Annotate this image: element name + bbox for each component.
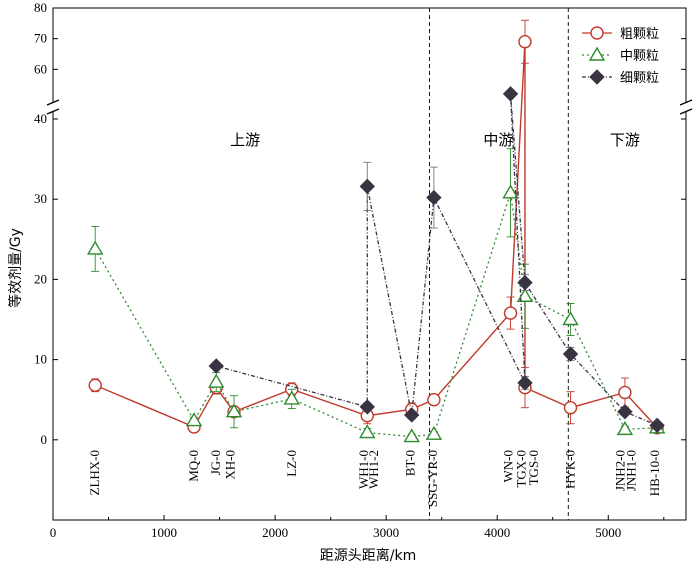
data-point-diamond [208,358,224,374]
site-label: WH1-2 [366,450,381,489]
data-point-circle [590,26,604,40]
data-point-diamond [617,404,633,420]
site-label: JNH1-0 [624,450,639,491]
plot-border [52,7,687,521]
data-point-triangle [283,390,300,405]
series-line [216,93,658,426]
data-point-circle [518,35,532,49]
y-tick-label: 30 [34,191,47,206]
data-point-diamond [517,274,533,291]
x-tick-label: 3000 [373,525,399,540]
series-2 [208,86,665,434]
x-tick-label: 2000 [262,525,288,540]
data-point-diamond [589,69,605,85]
y-tick-label: 40 [34,111,47,126]
region-labels: 上游 中游 下游 [230,131,640,149]
x-axis-title: 距源头距离/km [320,547,416,564]
series-0 [88,19,664,435]
site-label: ZLHX-0 [87,450,102,496]
data-point-circle [88,378,102,392]
site-label: TGS-0 [526,450,541,485]
data-point-diamond [649,417,665,434]
data-point-diamond [403,407,420,423]
data-point-triangle [616,420,634,436]
region-label: 中游 [483,131,513,149]
axis-break-gap [680,103,692,111]
data-point-triangle [208,373,225,388]
x-tick-label: 1000 [151,525,177,540]
axis-break-mark [679,99,693,115]
axis-break-mark [46,99,60,115]
data-point-triangle [86,240,104,255]
data-point-circle [563,401,578,415]
data-point-triangle [425,425,443,440]
y-tick-label: 20 [34,271,47,286]
region-dividers [429,8,569,520]
site-label: WH1-0 [356,450,371,489]
data-point-triangle [502,184,519,199]
x-tick-label: 0 [50,525,57,540]
series-layer [86,19,666,443]
data-point-triangle [359,424,376,439]
site-label: SSG-YR-0 [425,450,440,507]
axis-break-gap [47,103,59,111]
site-label: BT-0 [403,450,418,476]
data-point-diamond [359,178,375,195]
site-label: WN-0 [500,450,515,483]
region-label: 上游 [230,131,260,149]
site-label: LZ-0 [284,450,299,477]
legend-label: 中颗粒 [620,49,659,64]
axes: 0 1000 2000 3000 4000 5000 0 10 20 30 40 60 70 80 [34,0,686,540]
data-point-diamond [562,346,579,362]
y-tick-label: 70 [34,31,47,46]
y-tick-label: 80 [34,0,47,15]
data-point-circle [503,306,518,320]
legend-label: 细颗粒 [620,71,659,86]
data-point-diamond [502,86,519,102]
y-tick-label: 10 [34,352,47,367]
data-point-triangle [225,403,243,418]
data-point-triangle [516,287,534,302]
site-label: XH-0 [223,450,238,480]
data-point-triangle [403,428,420,443]
data-point-circle [618,385,632,400]
region-label: 下游 [610,131,640,149]
site-label: JG-0 [208,450,223,475]
y-tick-label: 0 [41,432,48,447]
data-point-diamond [359,399,375,415]
series-1 [86,148,666,443]
data-point-diamond [517,375,533,391]
x-tick-label: 4000 [484,525,510,540]
site-label: MQ-0 [186,450,201,482]
data-point-triangle [562,311,579,326]
data-point-diamond [426,189,442,206]
plot-frame [46,7,693,521]
site-label: HB-10-0 [647,450,662,496]
site-label: JNH2-0 [612,450,627,491]
data-point-triangle [588,46,606,61]
y-tick-label: 60 [34,61,47,76]
legend-label: 粗颗粒 [620,27,659,42]
site-label: TGX-0 [514,450,529,488]
site-label: HYK-0 [563,450,578,489]
data-point-triangle [185,412,203,427]
data-point-circle [427,393,441,407]
y-axis-title: 等效剂量/Gy [7,228,24,308]
x-tick-label: 5000 [595,525,621,540]
